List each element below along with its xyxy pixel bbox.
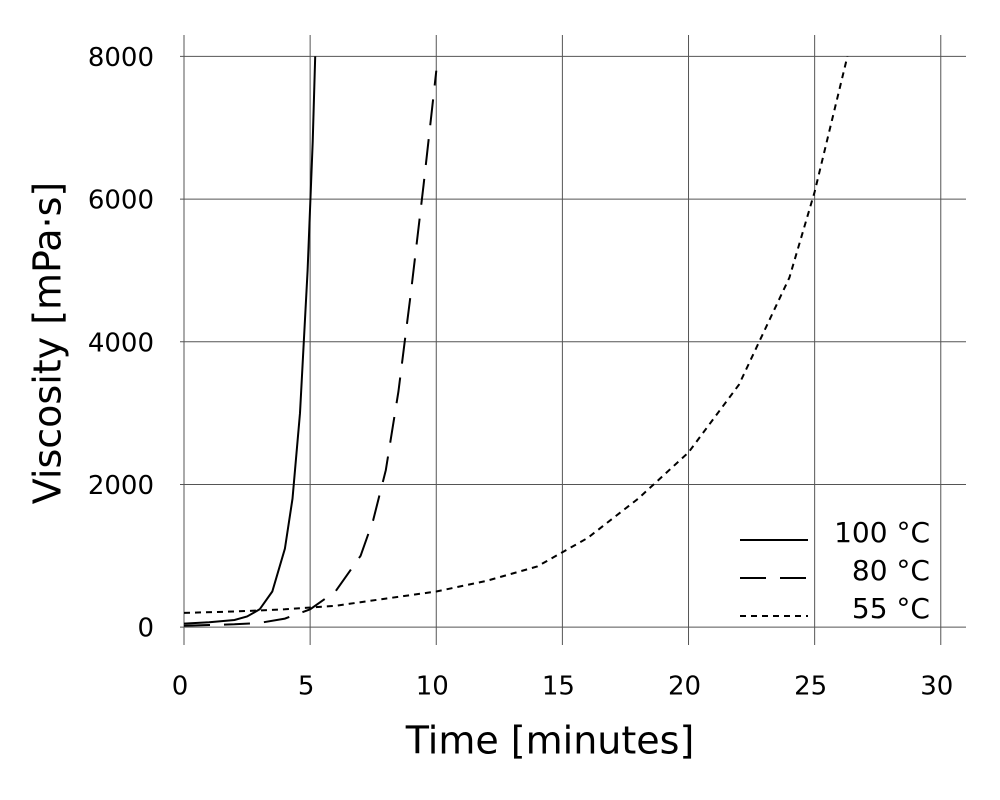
x-tick-label: 25: [794, 672, 827, 702]
x-tick-label: 5: [298, 672, 315, 702]
line-series: [183, 56, 849, 614]
x-tick-label: 15: [542, 672, 575, 702]
y-tick-label: 4000: [88, 328, 154, 358]
x-tick-label: 10: [416, 672, 449, 702]
x-tick-label: 0: [172, 672, 189, 702]
x-tick-label: 20: [668, 672, 701, 702]
x-axis-title: Time [minutes]: [405, 719, 695, 763]
y-tick-label: 2000: [88, 471, 154, 501]
y-tick-label: 6000: [88, 186, 154, 216]
legend-label: 80 °C: [852, 554, 930, 587]
y-axis-title: Viscosity [mPa·s]: [26, 182, 70, 505]
x-tick-label: 30: [920, 672, 953, 702]
legend-label: 100 °C: [834, 516, 930, 549]
y-tick-label: 8000: [88, 43, 154, 73]
line-series: [183, 70, 438, 627]
line-series: [183, 56, 317, 625]
legend-label: 55 °C: [852, 592, 930, 625]
y-tick-label: 0: [137, 614, 154, 644]
